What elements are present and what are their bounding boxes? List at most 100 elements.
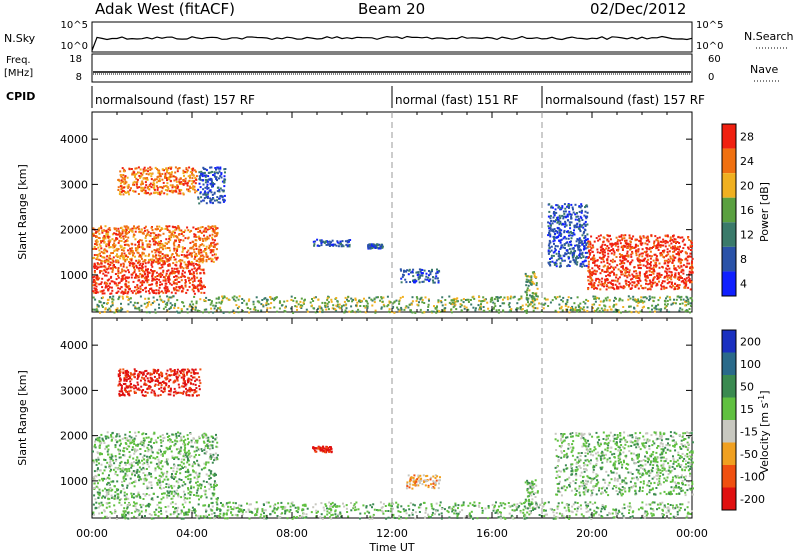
data-cell	[186, 434, 189, 437]
data-cell	[174, 279, 177, 281]
data-cell	[214, 239, 216, 242]
data-cell	[158, 241, 161, 243]
data-cell	[520, 297, 523, 300]
data-cell	[148, 240, 151, 243]
data-cell	[290, 295, 293, 298]
data-cell	[560, 307, 563, 310]
data-cell	[190, 168, 193, 170]
data-cell	[565, 253, 568, 256]
data-cell	[154, 370, 157, 373]
data-cell	[620, 273, 623, 276]
data-cell	[106, 282, 109, 285]
data-cell	[576, 309, 578, 312]
data-cell	[106, 255, 109, 258]
data-cell	[136, 381, 139, 384]
data-cell	[590, 281, 593, 284]
data-cell	[121, 392, 124, 395]
data-cell	[252, 308, 255, 311]
data-cell	[200, 280, 202, 282]
data-cell	[228, 299, 231, 301]
data-cell	[548, 229, 551, 232]
data-cell	[218, 301, 221, 304]
data-cell	[122, 277, 125, 280]
data-cell	[622, 265, 624, 268]
data-cell	[145, 192, 148, 195]
data-cell	[162, 255, 165, 258]
data-cell	[387, 304, 390, 306]
data-cell	[123, 229, 126, 232]
data-cell	[598, 309, 601, 312]
data-cell	[671, 238, 673, 241]
data-cell	[689, 249, 692, 251]
data-cell	[150, 377, 153, 380]
data-cell	[565, 237, 568, 240]
data-cell	[147, 290, 150, 292]
data-cell	[648, 279, 651, 282]
data-cell	[656, 259, 659, 262]
data-cell	[671, 261, 674, 264]
data-cell	[131, 252, 134, 255]
data-cell	[137, 267, 140, 270]
data-cell	[594, 287, 597, 289]
data-cell	[550, 249, 553, 252]
data-cell	[623, 244, 626, 247]
data-cell	[199, 287, 202, 290]
data-cell	[146, 243, 149, 246]
data-cell	[134, 384, 137, 387]
data-cell	[140, 181, 143, 184]
data-cell	[139, 453, 142, 456]
data-cell	[660, 244, 663, 247]
data-cell	[678, 254, 681, 257]
data-cell	[171, 232, 173, 235]
data-cell	[94, 240, 97, 243]
data-cell	[159, 186, 162, 189]
data-cell	[608, 299, 611, 302]
data-cell	[188, 305, 191, 308]
data-cell	[161, 186, 164, 189]
data-cell	[192, 241, 195, 243]
data-cell	[121, 278, 124, 281]
data-cell	[663, 287, 666, 290]
data-cell	[599, 300, 602, 303]
data-cell	[397, 308, 400, 311]
data-cell	[108, 265, 111, 268]
data-cell	[139, 478, 142, 481]
data-cell	[558, 214, 561, 217]
data-cell	[628, 310, 631, 313]
data-cell	[665, 305, 668, 307]
data-cell	[195, 387, 198, 389]
data-region	[367, 243, 384, 250]
data-cell	[180, 479, 183, 481]
data-cell	[681, 269, 684, 272]
data-cell	[133, 266, 136, 269]
data-cell	[163, 192, 166, 195]
data-cell	[260, 309, 263, 312]
data-cell	[578, 308, 581, 311]
data-cell	[576, 244, 579, 247]
data-cell	[324, 305, 327, 308]
data-cell	[178, 287, 181, 290]
data-cell	[219, 167, 222, 170]
data-cell	[685, 252, 688, 255]
data-cell	[339, 307, 342, 310]
data-cell	[601, 277, 604, 280]
data-cell	[583, 214, 586, 217]
data-cell	[206, 197, 209, 199]
data-cell	[587, 300, 590, 302]
cpid-segment-2: normalsound (fast) 157 RF	[545, 93, 705, 107]
data-cell	[603, 282, 605, 285]
data-cell	[188, 269, 191, 272]
data-cell	[659, 246, 662, 248]
data-cell	[152, 456, 155, 459]
data-cell	[197, 394, 200, 397]
data-cell	[215, 297, 218, 300]
data-cell	[117, 186, 120, 189]
data-cell	[160, 487, 163, 490]
data-cell	[109, 257, 112, 260]
data-cell	[182, 267, 185, 270]
data-cell	[136, 291, 139, 294]
data-cell	[174, 287, 177, 290]
data-cell	[573, 250, 576, 253]
data-cell	[533, 275, 536, 277]
data-cell	[127, 286, 130, 289]
